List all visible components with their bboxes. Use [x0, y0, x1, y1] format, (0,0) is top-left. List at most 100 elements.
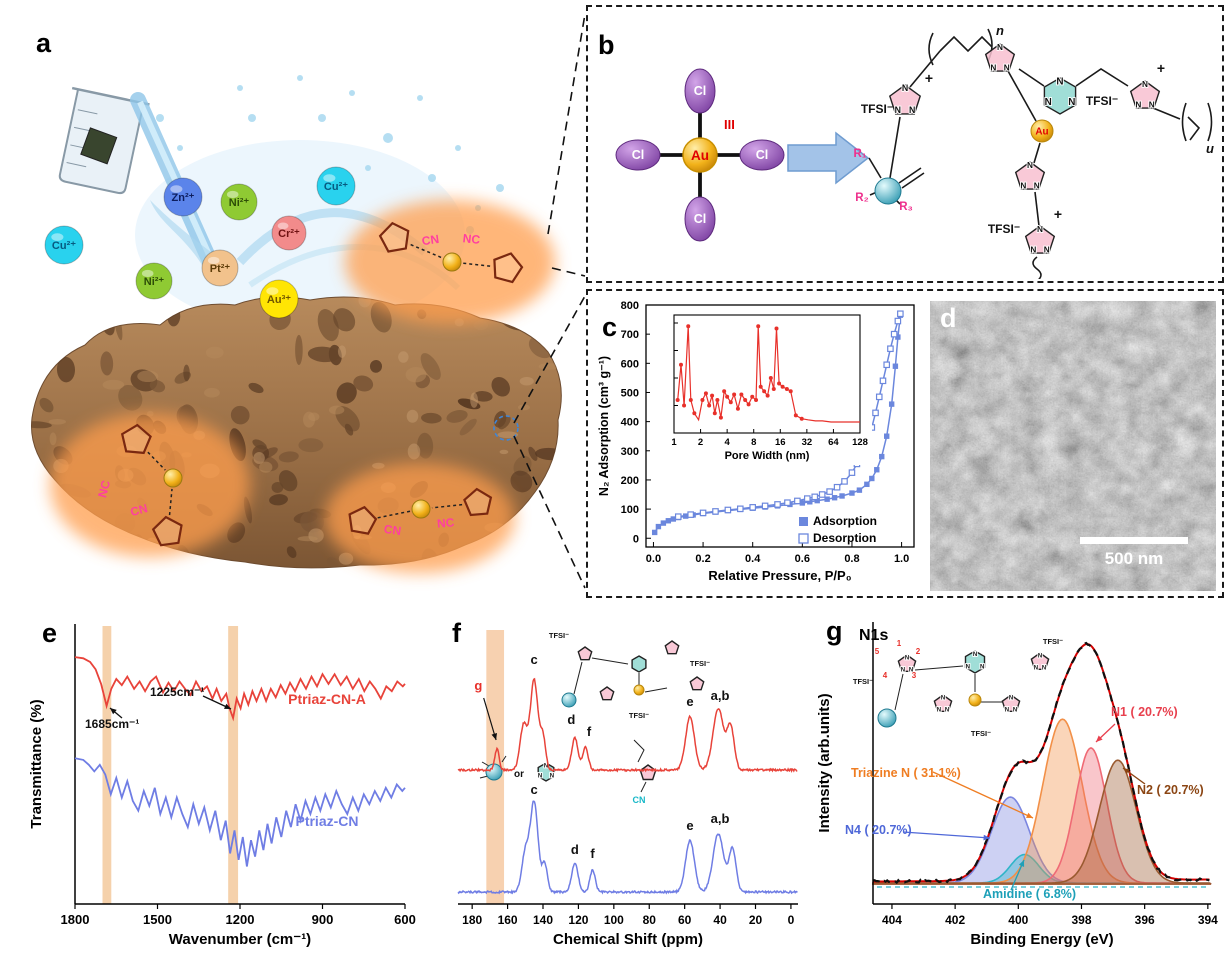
svg-text:NC: NC: [95, 478, 113, 499]
svg-text:100: 100: [621, 504, 639, 516]
svg-text:0: 0: [788, 913, 795, 927]
panel-c-label: c: [602, 312, 618, 342]
svg-text:404: 404: [882, 913, 902, 927]
svg-text:Pore Width (nm): Pore Width (nm): [725, 450, 810, 462]
tfsi-label: TFSI⁻: [971, 729, 991, 738]
svg-text:N: N: [538, 774, 542, 780]
tfsi-label: TFSI⁻: [861, 102, 893, 116]
svg-text:N: N: [1034, 666, 1038, 672]
svg-text:1800: 1800: [61, 912, 90, 927]
tfsi-label: TFSI⁻: [1043, 637, 1063, 646]
svg-text:Cu²⁺: Cu²⁺: [52, 240, 76, 252]
panel-f-label: f: [452, 618, 461, 648]
svg-text:N: N: [1020, 181, 1026, 190]
svg-text:8: 8: [751, 437, 756, 448]
panel-a-illustration: CN NC NC CN CN NC Cu²⁺ Zn²⁺ Ni²⁺ Cu²⁺ Cr²⁺ Ni²⁺ Pt²⁺…: [0, 0, 586, 610]
svg-text:f: f: [587, 724, 592, 739]
n-site-4: 4: [883, 671, 888, 680]
tfsi-label: TFSI⁻: [690, 659, 710, 668]
svg-text:CN: CN: [421, 232, 440, 248]
svg-text:1: 1: [671, 437, 677, 448]
svg-text:1225cm⁻¹: 1225cm⁻¹: [150, 685, 204, 699]
svg-text:N: N: [1013, 708, 1017, 714]
cl-label: Cl: [694, 212, 707, 226]
svg-text:800: 800: [621, 300, 639, 312]
cn-label: CN: [633, 795, 646, 805]
n-site-5: 5: [875, 647, 880, 656]
svg-text:0.2: 0.2: [695, 553, 710, 565]
svg-text:Ptriaz-CN: Ptriaz-CN: [295, 813, 358, 829]
svg-text:1200: 1200: [226, 912, 255, 927]
panel-d-label: d: [940, 303, 957, 333]
au-label: Au: [691, 148, 709, 163]
svg-text:g: g: [474, 678, 482, 693]
svg-text:20: 20: [749, 913, 763, 927]
svg-text:CN: CN: [383, 522, 402, 538]
svg-text:Triazine N ( 31.1%): Triazine N ( 31.1%): [851, 766, 961, 780]
r3-label: R₃: [899, 201, 913, 213]
svg-text:Ptriaz-CN-A: Ptriaz-CN-A: [288, 691, 366, 707]
svg-text:Ni²⁺: Ni²⁺: [229, 197, 250, 209]
svg-text:300: 300: [621, 446, 639, 458]
svg-text:180: 180: [462, 913, 482, 927]
svg-text:1685cm⁻¹: 1685cm⁻¹: [85, 717, 139, 731]
svg-text:Ni²⁺: Ni²⁺: [144, 276, 165, 288]
n-site-3: 3: [912, 671, 917, 680]
svg-text:394: 394: [1198, 913, 1218, 927]
panel-b-scheme: Cl Cl Cl Cl Au III: [615, 23, 1214, 282]
svg-text:Au³⁺: Au³⁺: [267, 294, 291, 306]
svg-text:398: 398: [1071, 913, 1091, 927]
svg-text:80: 80: [643, 913, 657, 927]
svg-text:N: N: [1044, 245, 1050, 254]
svg-text:400: 400: [1008, 913, 1028, 927]
svg-text:N: N: [941, 695, 945, 701]
svg-text:128: 128: [852, 437, 868, 448]
svg-text:N: N: [550, 774, 554, 780]
svg-text:0.4: 0.4: [745, 553, 761, 565]
n-site-1: 1: [897, 639, 902, 648]
svg-text:Binding Energy (eV): Binding Energy (eV): [970, 931, 1113, 948]
svg-text:N₂ Adsorption (cm³ g⁻¹): N₂ Adsorption (cm³ g⁻¹): [597, 356, 611, 496]
scale-bar-label: 500 nm: [1104, 549, 1164, 568]
svg-text:N: N: [909, 105, 915, 115]
svg-text:a,b: a,b: [711, 688, 730, 703]
svg-text:700: 700: [621, 329, 639, 341]
svg-text:N: N: [966, 664, 970, 670]
svg-text:N: N: [1037, 225, 1043, 234]
panel-a-canvas: CN NC NC CN CN NC Cu²⁺ Zn²⁺ Ni²⁺ Cu²⁺ Cr²⁺ Ni²⁺ Pt²⁺…: [30, 13, 586, 589]
svg-text:200: 200: [621, 475, 639, 487]
cl-label: Cl: [756, 148, 769, 162]
svg-text:4: 4: [724, 437, 730, 448]
svg-text:N: N: [1042, 666, 1046, 672]
or-text: or: [514, 769, 524, 780]
svg-text:N: N: [901, 668, 905, 674]
tfsi-label: TFSI⁻: [853, 677, 873, 686]
svg-text:N: N: [1030, 245, 1036, 254]
svg-text:40: 40: [713, 913, 727, 927]
svg-text:N: N: [945, 708, 949, 714]
panel-e-ftir: 1800 1500 1200 900 600 Wavenumber (cm⁻¹) Trans…: [25, 612, 427, 960]
svg-text:0.6: 0.6: [795, 553, 810, 565]
svg-text:600: 600: [621, 358, 639, 370]
svg-text:Intensity (arb.units): Intensity (arb.units): [816, 693, 833, 832]
svg-text:c: c: [531, 652, 538, 667]
svg-text:d: d: [571, 842, 579, 857]
svg-text:400: 400: [621, 417, 639, 429]
tfsi-label: TFSI⁻: [1086, 94, 1118, 108]
svg-text:a,b: a,b: [711, 811, 730, 826]
svg-text:Wavenumber (cm⁻¹): Wavenumber (cm⁻¹): [169, 931, 311, 948]
svg-text:N: N: [1004, 63, 1010, 72]
svg-text:N: N: [980, 664, 984, 670]
svg-text:e: e: [686, 694, 693, 709]
svg-text:N: N: [937, 708, 941, 714]
ftir-chart: 1800 1500 1200 900 600 Wavenumber (cm⁻¹) Trans…: [28, 624, 416, 948]
svg-text:Desorption: Desorption: [813, 531, 876, 545]
svg-text:N: N: [1045, 97, 1052, 108]
repeat-u-label: u: [1206, 141, 1214, 156]
panel-f-blue-inset-structure: or NNN CN: [479, 739, 657, 805]
svg-text:0: 0: [633, 533, 639, 545]
svg-text:N: N: [990, 63, 996, 72]
svg-text:Amidine ( 6.8%): Amidine ( 6.8%): [983, 887, 1076, 901]
